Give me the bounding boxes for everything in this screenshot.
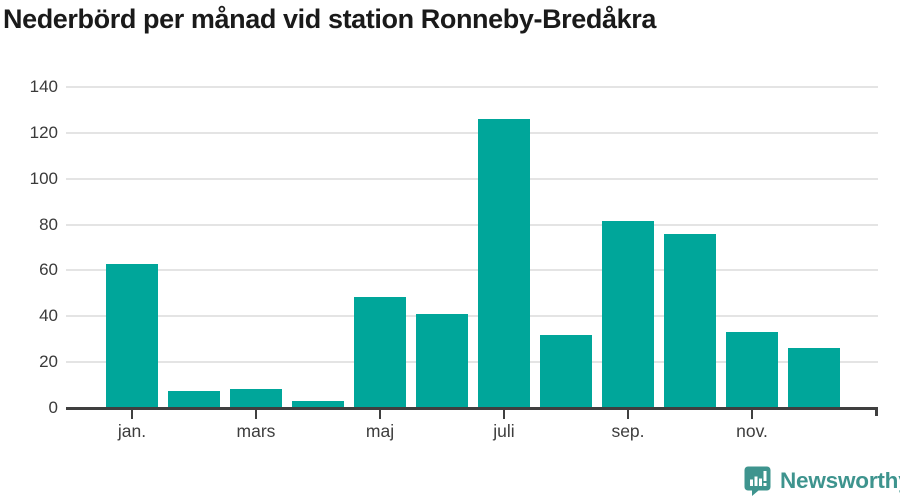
x-tick-label: sep. <box>611 421 645 441</box>
bar-aug. <box>540 334 592 408</box>
x-tick-sep. <box>627 410 629 419</box>
y-tick-label: 60 <box>39 260 58 280</box>
bar-feb. <box>168 390 220 408</box>
bar-dec. <box>788 348 840 408</box>
y-tick-label: 20 <box>39 352 58 372</box>
bar-mars <box>230 388 282 408</box>
y-tick-label: 40 <box>39 306 58 326</box>
x-tick-nov. <box>751 410 753 419</box>
newsworthy-brand-name: Newsworthy <box>780 468 900 493</box>
x-tick-jan. <box>131 410 133 419</box>
bar-apr. <box>292 401 344 408</box>
x-tick-label: jan. <box>117 421 147 441</box>
y-tick-label: 140 <box>29 77 58 96</box>
y-tick-label: 80 <box>39 214 58 234</box>
gridline-80 <box>66 223 878 226</box>
y-tick-label: 0 <box>48 398 58 417</box>
x-tick-mars <box>255 410 257 419</box>
x-tick-label: mars <box>236 421 276 441</box>
x-tick-label: maj <box>365 421 395 441</box>
y-tick-label: 120 <box>29 122 58 142</box>
x-tick-label: juli <box>493 421 515 441</box>
bar-jan. <box>106 263 158 408</box>
gridline-120 <box>66 131 878 134</box>
y-tick-label: 100 <box>29 168 58 188</box>
x-tick-maj <box>379 410 381 419</box>
bar-juni <box>416 313 468 408</box>
x-axis-line <box>66 407 878 410</box>
gridline-140 <box>66 86 878 88</box>
chart-title: Nederbörd per månad vid station Ronneby-… <box>3 4 656 34</box>
bar-sep. <box>602 221 654 408</box>
gridline-60 <box>66 269 878 272</box>
bar-okt. <box>664 233 716 408</box>
bar-juli <box>478 119 530 408</box>
x-tick-juli <box>503 410 505 419</box>
x-tick-label: nov. <box>736 421 768 441</box>
bar-nov. <box>726 332 778 408</box>
newsworthy-branding: Newsworthy <box>744 466 900 496</box>
gridline-40 <box>66 315 878 318</box>
newsworthy-logo-icon <box>744 466 771 496</box>
gridline-20 <box>66 361 878 364</box>
bar-maj <box>354 296 406 408</box>
x-axis-end-tick <box>875 407 878 416</box>
gridline-100 <box>66 177 878 180</box>
